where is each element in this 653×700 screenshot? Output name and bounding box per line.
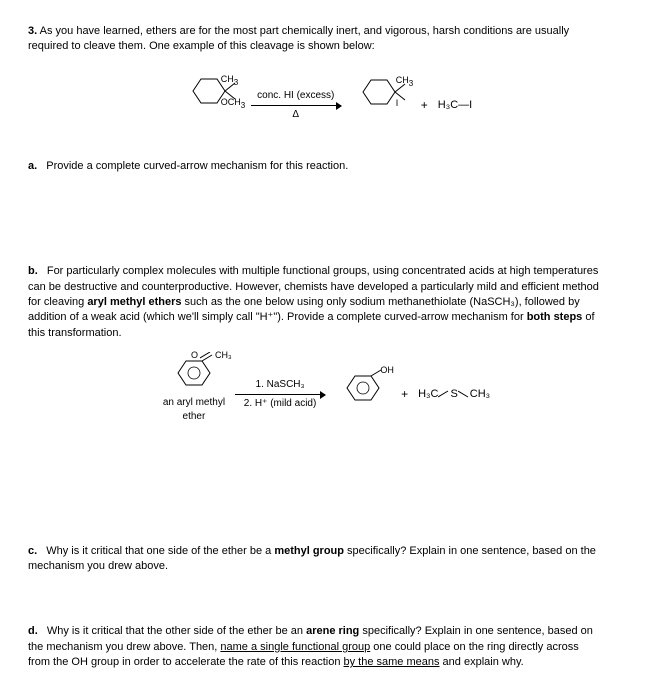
b-l2: can be destructive and counterproductive…	[28, 281, 599, 293]
rxn-b-starting-material: O CH₃ an aryl methyl ether	[163, 351, 225, 438]
p1-oh: OH	[380, 365, 394, 375]
reaction-b: O CH₃ an aryl methyl ether 1. NaSCH₃ 2. …	[28, 351, 625, 438]
arrow-icon	[235, 394, 325, 395]
part-d-label: d.	[28, 624, 38, 639]
part-a: a. Provide a complete curved-arrow mecha…	[28, 159, 625, 174]
rxn-a-product2: H₃C—I	[438, 98, 472, 113]
c-l1c: specifically? Explain in one sentence, b…	[344, 545, 596, 557]
sm-ch3: CH3	[221, 74, 238, 84]
b-l5: this transformation.	[28, 327, 122, 339]
plus-sign: +	[401, 386, 408, 403]
d-l2c: one could place on the ring directly acr…	[370, 641, 579, 653]
step2: 2. H⁺ (mild acid)	[244, 397, 317, 411]
d-l1b: arene ring	[306, 625, 359, 637]
b-l4b: both steps	[527, 311, 583, 323]
sm-label: an aryl methyl ether	[163, 396, 225, 424]
part-d: d. Why is it critical that the other sid…	[28, 624, 625, 670]
arrow-icon	[251, 105, 341, 106]
d-l1c: specifically? Explain in one sentence, b…	[359, 625, 593, 637]
sm-o: O	[191, 350, 198, 360]
b-l4a: addition of a weak acid (which we'll sim…	[28, 311, 527, 323]
c-l2: mechanism you drew above.	[28, 560, 168, 572]
part-b-label: b.	[28, 264, 38, 279]
d-l3a: from the OH group in order to accelerate…	[28, 656, 344, 668]
p1-i: I	[396, 98, 399, 108]
intro-line2: required to cleave them. One example of …	[28, 40, 375, 52]
sm-och3: OCH3	[221, 97, 245, 107]
c-l1a: Why is it critical that one side of the …	[46, 545, 274, 557]
rxn-a-product1: CH3 I	[351, 70, 411, 142]
c-l1b: methyl group	[274, 545, 344, 557]
reagent-top: conc. HI (excess)	[257, 89, 334, 103]
bond-icon	[200, 352, 212, 360]
b-l1: For particularly complex molecules with …	[47, 265, 599, 277]
intro-line1: As you have learned, ethers are for the …	[40, 25, 570, 37]
b-l3b: aryl methyl ethers	[87, 296, 181, 308]
rxn-b-product1: OH	[335, 366, 391, 423]
bond-icon	[438, 389, 450, 399]
question-number: 3.	[28, 25, 37, 37]
reagent-bottom: Δ	[292, 108, 299, 122]
part-c-label: c.	[28, 544, 37, 559]
reaction-a: CH3 OCH3 conc. HI (excess) Δ CH3 I + H₃C…	[28, 69, 625, 143]
rxn-b-product2: H₃CSCH₃	[418, 387, 490, 402]
question-intro: 3. As you have learned, ethers are for t…	[28, 24, 625, 55]
rxn-a-starting-material: CH3 OCH3	[181, 69, 241, 143]
part-a-label: a.	[28, 159, 37, 174]
bond-icon	[458, 389, 470, 399]
part-b: b. For particularly complex molecules wi…	[28, 264, 625, 341]
d-l3c: and explain why.	[440, 656, 524, 668]
part-a-text: Provide a complete curved-arrow mechanis…	[46, 160, 348, 172]
part-c: c. Why is it critical that one side of t…	[28, 544, 625, 575]
step1: 1. NaSCH₃	[256, 378, 305, 392]
d-l2a: the mechanism you drew above. Then,	[28, 641, 220, 653]
b-l3c: such as the one below using only sodium …	[181, 296, 579, 308]
d-l3b: by the same means	[344, 656, 440, 668]
rxn-a-arrow: conc. HI (excess) Δ	[251, 89, 341, 122]
workspace-b	[28, 454, 625, 544]
b-l3a: for cleaving	[28, 296, 87, 308]
d-l2b: name a single functional group	[220, 641, 370, 653]
d-l1a: Why is it critical that the other side o…	[47, 625, 306, 637]
rxn-b-arrow: 1. NaSCH₃ 2. H⁺ (mild acid)	[235, 378, 325, 411]
b-l4c: of	[582, 311, 594, 323]
p1-ch3: CH3	[396, 75, 413, 85]
sm-ch3: CH₃	[215, 350, 232, 360]
